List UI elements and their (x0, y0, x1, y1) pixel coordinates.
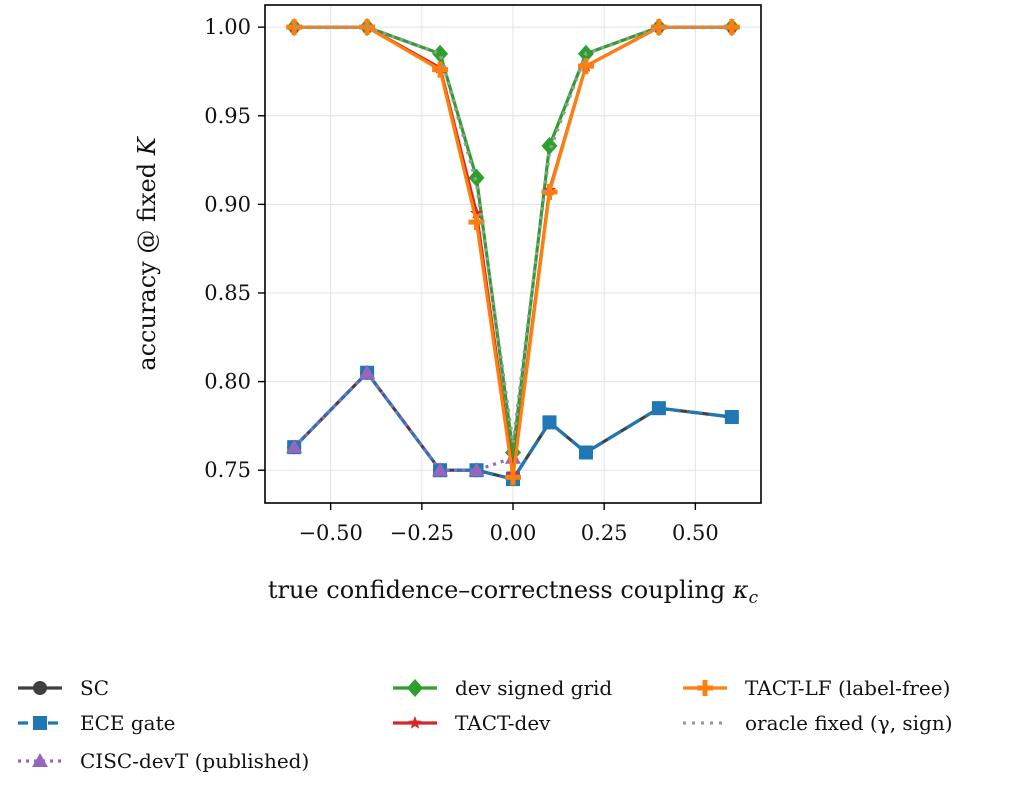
x-tick-label: −0.50 (298, 521, 362, 545)
data-point (432, 44, 449, 63)
legend-label: oracle fixed (γ, sign) (745, 711, 953, 735)
series-5 (286, 19, 740, 486)
y-tick-label: 0.85 (204, 281, 251, 305)
y-tick-label: 0.95 (204, 104, 251, 128)
y-axis-label: accuracy @ fixed K (133, 135, 161, 370)
axis-ticks: −0.50 −0.25 0.00 0.25 0.50 0.75 0.80 0.85 0.90 0.… (204, 15, 719, 545)
x-tick-label: 0.00 (490, 521, 537, 545)
legend-item: SC (18, 676, 109, 700)
legend: SC ECE gate CISC-devT (published) dev signe… (18, 676, 953, 773)
y-tick-label: 1.00 (204, 15, 251, 39)
data-point (724, 410, 739, 425)
data-point (723, 19, 740, 36)
legend-marker (697, 680, 713, 696)
legend-item: dev signed grid (393, 676, 612, 700)
data-point (650, 19, 667, 36)
legend-marker (407, 679, 423, 697)
legend-marker (33, 716, 47, 730)
plot-series (286, 18, 740, 487)
legend-label: SC (80, 676, 109, 700)
legend-marker (408, 716, 422, 729)
y-tick-label: 0.75 (204, 458, 251, 482)
legend-item: TACT-LF (label-free) (683, 676, 950, 700)
data-point (577, 58, 594, 75)
legend-item: ECE gate (18, 711, 175, 735)
grid-lines (265, 5, 761, 503)
data-point (286, 439, 303, 454)
data-point (541, 183, 558, 200)
legend-label: ECE gate (80, 711, 175, 735)
data-point (578, 445, 593, 460)
data-point (359, 364, 376, 379)
data-point (541, 136, 558, 155)
legend-label: CISC-devT (published) (80, 749, 309, 773)
y-tick-label: 0.80 (204, 370, 251, 394)
data-point (432, 61, 449, 78)
legend-item: oracle fixed (γ, sign) (683, 711, 953, 735)
data-point (542, 415, 557, 430)
data-point (469, 206, 484, 219)
x-tick-label: 0.25 (581, 521, 628, 545)
data-point (286, 19, 303, 36)
legend-item: CISC-devT (published) (18, 749, 309, 773)
y-tick-label: 0.90 (204, 192, 251, 216)
legend-label: dev signed grid (455, 676, 612, 700)
data-point (432, 462, 449, 477)
x-tick-label: 0.50 (672, 521, 719, 545)
x-axis-label: true confidence–correctness coupling κc (268, 576, 759, 608)
legend-label: TACT-LF (label-free) (745, 676, 950, 700)
legend-marker (33, 681, 47, 695)
legend-marker (32, 753, 48, 767)
x-tick-label: −0.25 (390, 521, 454, 545)
legend-item: TACT-dev (393, 711, 551, 735)
data-point (505, 469, 521, 486)
data-point (468, 462, 485, 477)
data-point (651, 401, 666, 416)
legend-label: TACT-dev (455, 711, 551, 735)
data-point (468, 214, 485, 231)
